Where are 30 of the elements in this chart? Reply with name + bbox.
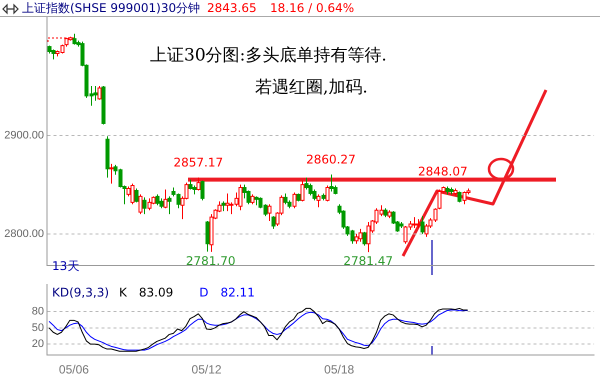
annotation: 2781.70 [186, 254, 236, 268]
text: K [119, 286, 128, 300]
chart-title: 上证指数(SHSE 999001)30分钟 [22, 1, 200, 16]
annotation: 2860.27 [306, 152, 356, 167]
annotation: 13天 [52, 259, 80, 274]
text: 2843.65 [207, 1, 257, 16]
y-tick-label: 50 [32, 322, 44, 334]
chart-title: KD(9,3,3) [52, 286, 110, 300]
y-tick-label: 20 [32, 338, 44, 350]
x-tick-label: 05/06 [58, 362, 90, 377]
y-tick-label: 2800.00 [4, 228, 44, 240]
candlestick [106, 136, 110, 178]
candlestick [168, 196, 172, 215]
candlestick [94, 86, 98, 102]
text: 18.16 / 0.64% [270, 1, 354, 16]
annotation: 2848.07 [418, 164, 468, 179]
annotation: 若遇红圈,加码. [255, 77, 368, 98]
annotation: 83.09 [138, 286, 174, 300]
annotation: 2781.47 [343, 254, 394, 268]
y-tick-label: 80 [32, 306, 44, 318]
candlestick [330, 174, 334, 192]
candlestick [206, 220, 210, 252]
x-tick-label: 05/18 [324, 362, 355, 377]
annotation: 82.11 [220, 286, 255, 300]
annotation: 上证30分图:多头底单持有等待. [150, 45, 387, 66]
y-tick-label: 2900.00 [4, 129, 44, 142]
annotation: 2857.17 [173, 156, 224, 170]
series-label: D [199, 286, 208, 300]
x-tick-label: 05/12 [192, 362, 222, 377]
candlestick [142, 196, 146, 215]
